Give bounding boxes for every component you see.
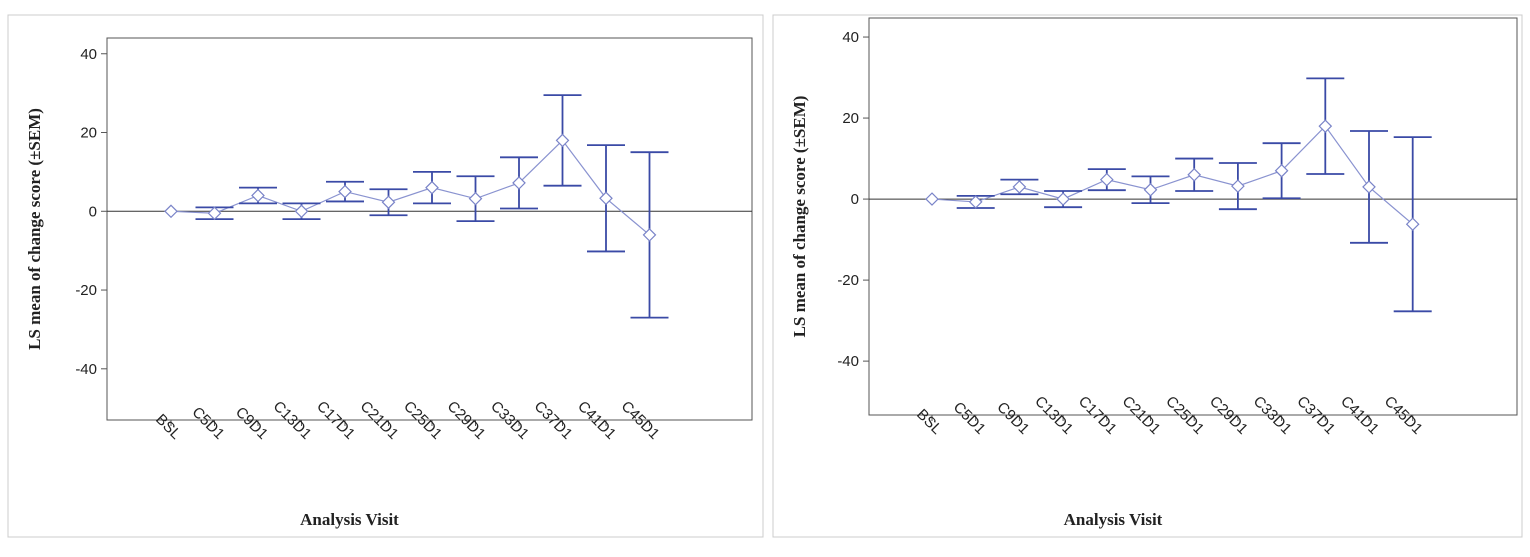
- y-tick-label: -40: [837, 353, 859, 370]
- x-tick-label: BSL: [913, 406, 945, 438]
- x-axis-title: Analysis Visit: [1064, 510, 1163, 529]
- mean-line: [931, 125, 1414, 225]
- mean-marker: [1362, 180, 1376, 194]
- mean-marker: [642, 228, 657, 242]
- y-tick-label: 40: [842, 29, 859, 46]
- x-tick-label: C5D1: [950, 399, 989, 438]
- mean-marker: [164, 204, 178, 219]
- x-tick-label: C9D1: [993, 399, 1032, 438]
- y-tick-label: 20: [80, 125, 97, 142]
- mean-marker: [1231, 179, 1245, 193]
- y-axis-title: LS mean of change score (±SEM): [790, 96, 809, 338]
- mean-marker: [338, 184, 352, 199]
- mean-marker: [599, 191, 613, 206]
- mean-marker: [968, 195, 983, 209]
- y-tick-label: 40: [80, 46, 97, 63]
- mean-marker: [1143, 182, 1158, 197]
- panel-frame: [772, 14, 1523, 538]
- mean-marker: [251, 188, 265, 203]
- mean-marker: [512, 176, 526, 190]
- mean-marker: [1405, 217, 1420, 232]
- x-tick-label: C9D1: [232, 404, 271, 443]
- mean-marker: [1056, 192, 1070, 206]
- y-tick-label: 0: [89, 203, 97, 220]
- panel-frame: [7, 14, 764, 538]
- mean-marker: [1187, 167, 1202, 182]
- mean-marker: [1012, 180, 1027, 194]
- mean-marker: [1274, 163, 1289, 178]
- x-tick-label: C5D1: [189, 404, 228, 443]
- mean-marker: [468, 191, 483, 206]
- mean-marker: [381, 195, 396, 210]
- mean-marker: [1099, 172, 1114, 187]
- mean-line: [170, 139, 650, 236]
- mean-marker: [1318, 119, 1333, 134]
- mean-marker: [294, 204, 309, 219]
- y-axis-title: LS mean of change score (±SEM): [25, 108, 44, 350]
- y-tick-label: -20: [837, 272, 859, 289]
- plot-area: [106, 37, 753, 421]
- y-tick-label: 20: [842, 110, 859, 127]
- y-tick-label: 0: [851, 191, 859, 208]
- plot-area: [868, 17, 1518, 416]
- y-tick-label: -40: [75, 361, 97, 378]
- x-tick-label: BSL: [152, 411, 184, 443]
- y-tick-label: -20: [75, 282, 97, 299]
- mean-marker: [425, 180, 439, 195]
- mean-marker: [207, 206, 222, 221]
- mean-marker: [555, 133, 570, 148]
- x-axis-title: Analysis Visit: [300, 510, 399, 529]
- mean-marker: [925, 192, 939, 206]
